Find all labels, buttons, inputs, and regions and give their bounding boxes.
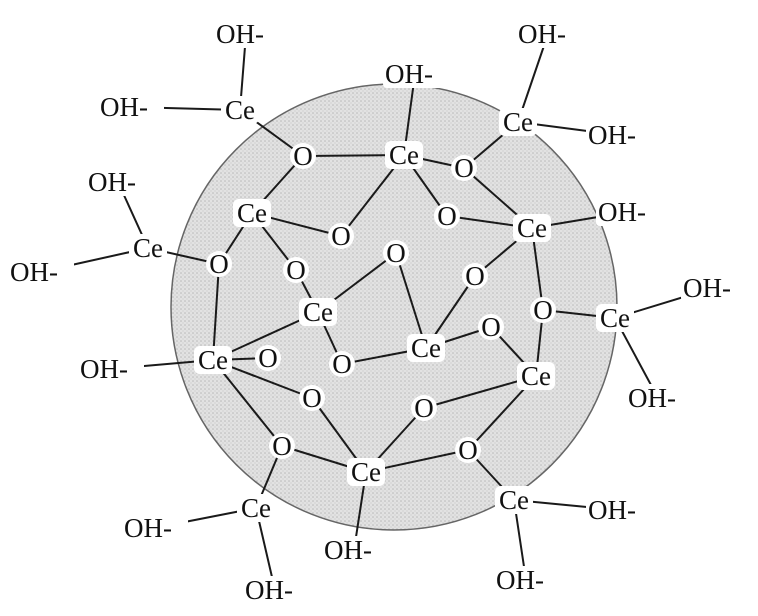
oxygen-atom-label: O <box>286 255 306 285</box>
oxygen-atom-label: O <box>414 393 434 423</box>
hydroxyl-group-label: OH- <box>245 575 293 605</box>
hydroxyl-group-label: OH- <box>628 383 676 413</box>
cerium-atom-label: Ce <box>241 493 271 523</box>
cerium-atom-label: Ce <box>600 303 630 333</box>
cerium-atom-label: Ce <box>389 140 419 170</box>
hydroxyl-group-label: OH- <box>385 59 433 89</box>
hydroxyl-group-label: OH- <box>88 167 136 197</box>
hydroxyl-group-label: OH- <box>588 120 636 150</box>
oxygen-atom-label: O <box>331 221 351 251</box>
hydroxyl-group-label: OH- <box>588 495 636 525</box>
oxygen-atom-label: O <box>386 238 406 268</box>
oxygen-atom-label: O <box>258 343 278 373</box>
oxygen-atom-label: O <box>293 141 313 171</box>
oxygen-atom-label: O <box>454 153 474 183</box>
oxygen-atom-label: O <box>302 383 322 413</box>
oxygen-atom-label: O <box>533 295 553 325</box>
oxygen-atom-label: O <box>332 349 352 379</box>
oxygen-atom-label: O <box>437 201 457 231</box>
hydroxyl-group-label: OH- <box>216 19 264 49</box>
cerium-atom-label: Ce <box>517 213 547 243</box>
hydroxyl-group-label: OH- <box>598 197 646 227</box>
cerium-atom-label: Ce <box>521 361 551 391</box>
hydroxyl-group-label: OH- <box>496 565 544 595</box>
cerium-atom-label: Ce <box>499 485 529 515</box>
cerium-atom-label: Ce <box>303 297 333 327</box>
hydroxyl-group-label: OH- <box>124 513 172 543</box>
cerium-atom-label: Ce <box>225 95 255 125</box>
cerium-atom-label: Ce <box>503 107 533 137</box>
hydroxyl-group-label: OH- <box>80 354 128 384</box>
oxygen-atom-label: O <box>209 249 229 279</box>
oxygen-atom-label: O <box>272 431 292 461</box>
hydroxyl-group-label: OH- <box>10 257 58 287</box>
cerium-atom-label: Ce <box>237 198 267 228</box>
cerium-atom-label: Ce <box>133 233 163 263</box>
oxygen-atom-label: O <box>465 261 485 291</box>
oxygen-atom-label: O <box>458 435 478 465</box>
cerium-atom-label: Ce <box>351 457 381 487</box>
hydroxyl-group-label: OH- <box>324 535 372 565</box>
cerium-atom-label: Ce <box>198 345 228 375</box>
oxygen-atom-label: O <box>481 312 501 342</box>
cerium-atom-label: Ce <box>411 333 441 363</box>
hydroxyl-group-label: OH- <box>518 19 566 49</box>
hydroxyl-group-label: OH- <box>100 92 148 122</box>
hydroxyl-group-label: OH- <box>683 273 731 303</box>
